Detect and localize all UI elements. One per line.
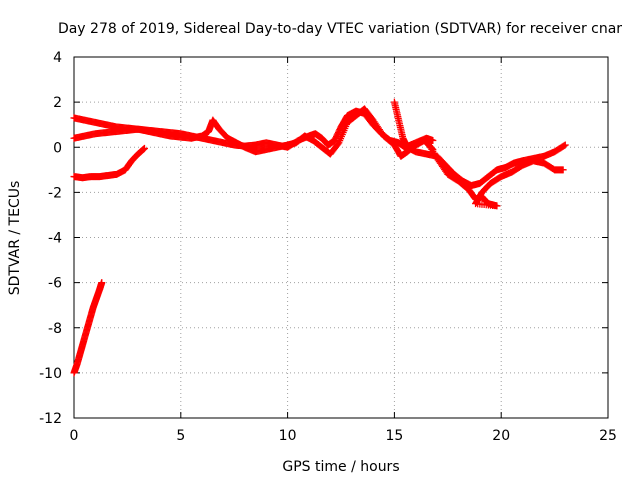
axis-ticks: 0 5 10 15 20 25 -12 -10 -8 -6 -4 -2 0 2 4 xyxy=(39,50,617,444)
y-tick-label: -6 xyxy=(48,276,62,292)
data-marks xyxy=(70,98,569,377)
x-tick-label: 20 xyxy=(492,428,510,444)
y-axis-label: SDTVAR / TECUs xyxy=(7,181,23,296)
y-tick-label: 0 xyxy=(53,140,62,156)
data-point xyxy=(559,166,567,174)
series-track-3 xyxy=(70,144,148,182)
series-track-6 xyxy=(70,279,106,377)
x-tick-label: 0 xyxy=(70,428,79,444)
y-tick-label: -2 xyxy=(48,185,62,201)
x-tick-label: 25 xyxy=(599,428,617,444)
grid xyxy=(74,57,608,418)
data-point xyxy=(560,142,568,150)
data-point xyxy=(98,279,106,287)
data-point xyxy=(561,141,569,149)
y-tick-label: 4 xyxy=(53,50,62,66)
y-tick-label: -4 xyxy=(48,231,62,247)
x-tick-label: 15 xyxy=(385,428,403,444)
x-axis-label: GPS time / hours xyxy=(282,459,399,475)
data-point xyxy=(429,136,437,144)
y-tick-label: -12 xyxy=(39,411,62,427)
series-track-2 xyxy=(70,105,437,160)
chart-title: Day 278 of 2019, Sidereal Day-to-day VTE… xyxy=(58,21,622,37)
y-tick-label: -10 xyxy=(39,366,62,382)
y-tick-label: 2 xyxy=(53,95,62,111)
series-track-5 xyxy=(422,136,567,210)
data-point xyxy=(140,144,148,152)
x-tick-label: 10 xyxy=(279,428,297,444)
y-tick-label: -8 xyxy=(48,321,62,337)
x-tick-label: 5 xyxy=(176,428,185,444)
